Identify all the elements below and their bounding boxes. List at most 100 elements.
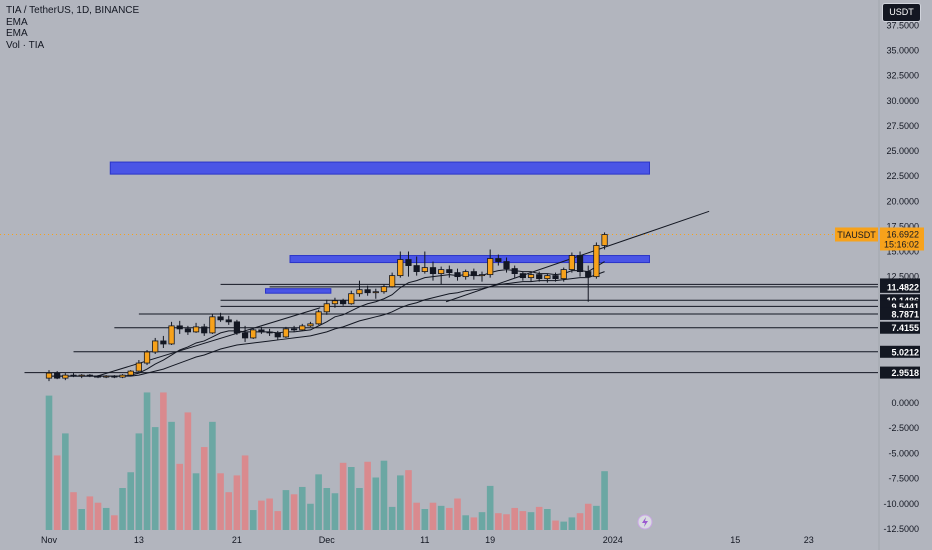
candle[interactable]	[250, 329, 257, 339]
candle[interactable]	[233, 321, 241, 334]
currency-button[interactable]: USDT	[882, 3, 921, 22]
candle[interactable]	[340, 300, 347, 305]
candle[interactable]	[348, 293, 355, 305]
candle[interactable]	[519, 273, 526, 279]
volume-bar	[86, 496, 94, 530]
candle[interactable]	[503, 261, 510, 269]
candle[interactable]	[380, 286, 388, 293]
candle[interactable]	[266, 331, 273, 334]
y-tick-label: 12.5000	[886, 272, 919, 282]
volume-bar	[70, 492, 77, 530]
candle[interactable]	[315, 311, 322, 325]
volume-bar	[397, 475, 404, 530]
candle[interactable]	[478, 274, 486, 277]
volume-bar	[593, 505, 600, 530]
candle[interactable]	[462, 271, 469, 278]
volume-bar	[249, 510, 257, 530]
volume-bar	[323, 488, 331, 530]
candle[interactable]	[62, 374, 69, 379]
candle[interactable]	[397, 259, 404, 277]
candle[interactable]	[152, 340, 159, 353]
candle[interactable]	[372, 291, 379, 294]
volume-bar	[200, 447, 208, 530]
candle[interactable]	[405, 259, 412, 266]
candle[interactable]	[544, 275, 551, 280]
candle[interactable]	[45, 372, 53, 379]
candle[interactable]	[258, 329, 265, 333]
x-tick-label: Nov	[41, 535, 58, 545]
candle[interactable]	[568, 255, 575, 270]
candle[interactable]	[86, 374, 93, 377]
symbol-title[interactable]: TIA / TetherUS, 1D, BINANCE	[6, 5, 140, 16]
candle[interactable]	[470, 271, 477, 277]
level-label: 8.7871	[891, 309, 919, 319]
candle[interactable]	[176, 325, 183, 330]
candle[interactable]	[552, 275, 559, 280]
volume-bar	[470, 517, 478, 530]
volume-bar	[298, 486, 306, 530]
candle[interactable]	[323, 303, 330, 313]
candle[interactable]	[225, 319, 232, 323]
volume-bar	[217, 473, 224, 530]
volume-bar	[462, 515, 469, 530]
candle[interactable]	[429, 267, 437, 275]
level-label-bg	[880, 280, 920, 293]
candle[interactable]	[78, 374, 85, 377]
candle[interactable]	[111, 375, 118, 378]
candle[interactable]	[356, 289, 363, 295]
supply-zone[interactable]	[109, 161, 650, 175]
candle[interactable]	[143, 351, 151, 364]
supply-zone[interactable]	[289, 255, 650, 264]
volume-bar	[364, 461, 371, 530]
candle[interactable]	[103, 375, 110, 378]
candle[interactable]	[536, 274, 543, 280]
candle[interactable]	[160, 340, 167, 345]
candle[interactable]	[201, 326, 208, 334]
candle[interactable]	[127, 370, 134, 376]
candle[interactable]	[94, 375, 102, 378]
candle[interactable]	[364, 289, 371, 294]
candle[interactable]	[446, 269, 453, 274]
candle[interactable]	[135, 362, 142, 372]
candle[interactable]	[438, 269, 445, 275]
candle[interactable]	[299, 325, 306, 331]
volume-bar	[307, 503, 314, 530]
trend-line[interactable]	[93, 307, 321, 378]
candle[interactable]	[307, 323, 314, 327]
candle[interactable]	[119, 374, 126, 378]
candle[interactable]	[168, 325, 175, 345]
candle[interactable]	[70, 374, 77, 377]
candle[interactable]	[274, 332, 281, 338]
candle[interactable]	[511, 268, 518, 275]
candle[interactable]	[217, 316, 224, 321]
legend-volume[interactable]: Vol · TIA	[6, 39, 45, 51]
candle[interactable]	[282, 328, 290, 338]
candle[interactable]	[560, 269, 567, 280]
candle[interactable]	[576, 255, 584, 273]
supply-zone[interactable]	[265, 288, 332, 294]
candle[interactable]	[54, 372, 61, 379]
candle[interactable]	[421, 267, 428, 272]
candle[interactable]	[331, 300, 339, 305]
candle[interactable]	[585, 271, 592, 278]
candle[interactable]	[290, 328, 298, 331]
candle[interactable]	[454, 272, 461, 278]
symbol-tag-bg	[835, 227, 878, 242]
y-tick-label: 22.5000	[886, 171, 919, 181]
candle[interactable]	[389, 275, 396, 288]
volume-bar	[192, 473, 200, 530]
legend-ema-fast[interactable]: EMA	[6, 16, 28, 28]
candle[interactable]	[601, 234, 608, 246]
candle[interactable]	[495, 258, 502, 262]
candle[interactable]	[192, 326, 200, 333]
candle[interactable]	[593, 245, 600, 278]
candle[interactable]	[209, 316, 216, 334]
candle[interactable]	[527, 274, 535, 279]
candle[interactable]	[487, 258, 494, 276]
candle[interactable]	[184, 328, 191, 333]
legend-ema-slow[interactable]: EMA	[6, 28, 28, 39]
candle[interactable]	[413, 265, 420, 273]
candle[interactable]	[241, 332, 249, 339]
volume-bar	[241, 455, 249, 530]
